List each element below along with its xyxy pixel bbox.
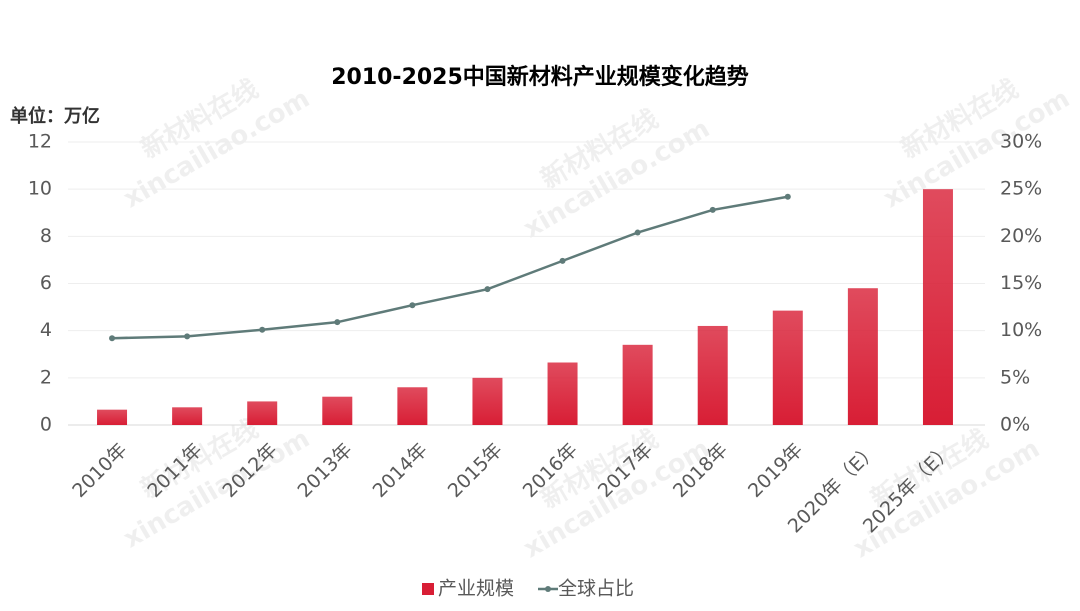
bar [697,325,728,425]
x-tick-label: 2014年 [369,439,432,502]
bar [247,401,278,425]
y2-tick-label: 0% [1000,414,1030,436]
bar [172,407,203,425]
y2-tick-label: 10% [1000,319,1042,341]
legend-swatch [422,583,434,595]
bar [922,189,953,425]
y-tick-label: 2 [40,366,52,388]
y-tick-label: 4 [40,319,52,341]
x-tick-label: 2019年 [744,439,807,502]
bar [547,362,578,425]
y2-tick-label: 30% [1000,131,1042,153]
y-tick-label: 12 [28,131,52,153]
legend-label: 全球占比 [558,578,634,600]
y-tick-label: 10 [28,178,52,200]
line [112,195,789,340]
bar [97,409,128,425]
point [484,286,491,293]
bar [622,344,653,425]
point [259,326,266,333]
point [184,333,191,340]
legend-label: 产业规模 [438,578,514,600]
bar [847,288,878,425]
y2-tick-label: 25% [1000,178,1042,200]
x-tick-label: 2015年 [444,439,507,502]
point [409,302,416,309]
point [784,193,791,200]
point [559,257,566,264]
point [709,206,716,213]
chart-title: 2010-2025中国新材料产业规模变化趋势 [331,64,749,90]
y2-tick-label: 15% [1000,272,1042,294]
point [109,335,116,342]
y2-tick-label: 5% [1000,366,1030,388]
bar [472,377,503,425]
point [634,229,641,236]
y-tick-label: 8 [40,225,52,247]
y-tick-label: 6 [40,272,52,294]
y2-tick-label: 20% [1000,225,1042,247]
bar [397,387,428,425]
bar [322,396,353,425]
legend-swatch [545,586,551,592]
y-axis-label: 单位：万亿 [10,105,100,127]
y-tick-label: 0 [40,414,52,436]
x-tick-label: 2010年 [68,439,131,502]
point [334,319,341,326]
bar [772,310,803,425]
